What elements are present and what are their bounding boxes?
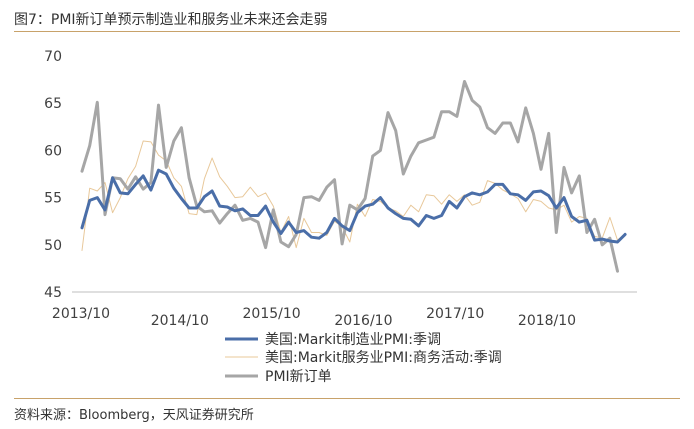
x-tick-label: 2013/10 <box>52 306 110 322</box>
y-tick-label: 45 <box>44 285 62 301</box>
x-tick-label: 2018/10 <box>518 313 576 329</box>
legend-label-2: 美国:Markit服务业PMI:商务活动:季调 <box>265 350 502 366</box>
legend: 美国:Markit制造业PMI:季调美国:Markit服务业PMI:商务活动:季… <box>225 332 502 385</box>
title-rule <box>14 31 680 32</box>
axes: 45 50 55 60 65 70 2013/10 2014/10 2015/10 2016/10… <box>44 49 637 329</box>
source-rule <box>14 398 680 399</box>
y-tick-label: 70 <box>44 49 62 65</box>
series-line-3 <box>80 80 619 273</box>
x-tick-label: 2014/10 <box>151 313 209 329</box>
legend-label-1: 美国:Markit制造业PMI:季调 <box>265 332 441 348</box>
y-tick-label: 60 <box>44 143 62 159</box>
pmi-line-chart: 45 50 55 60 65 70 2013/10 2014/10 2015/10 2016/10… <box>44 49 637 385</box>
source-note: 资料来源：Bloomberg，天风证券研究所 <box>14 408 254 423</box>
series-line-1 <box>80 168 627 244</box>
x-tick-label: 2017/10 <box>426 306 484 322</box>
y-tick-label: 65 <box>44 96 62 112</box>
x-tick-label: 2015/10 <box>243 306 301 322</box>
y-tick-label: 50 <box>44 238 62 254</box>
series-lines <box>80 80 627 273</box>
y-tick-label: 55 <box>44 191 62 207</box>
x-tick-label: 2016/10 <box>334 313 392 329</box>
figure-title: 图7：PMI新订单预示制造业和服务业未来还会走弱 <box>14 12 328 28</box>
legend-label-3: PMI新订单 <box>265 369 332 385</box>
